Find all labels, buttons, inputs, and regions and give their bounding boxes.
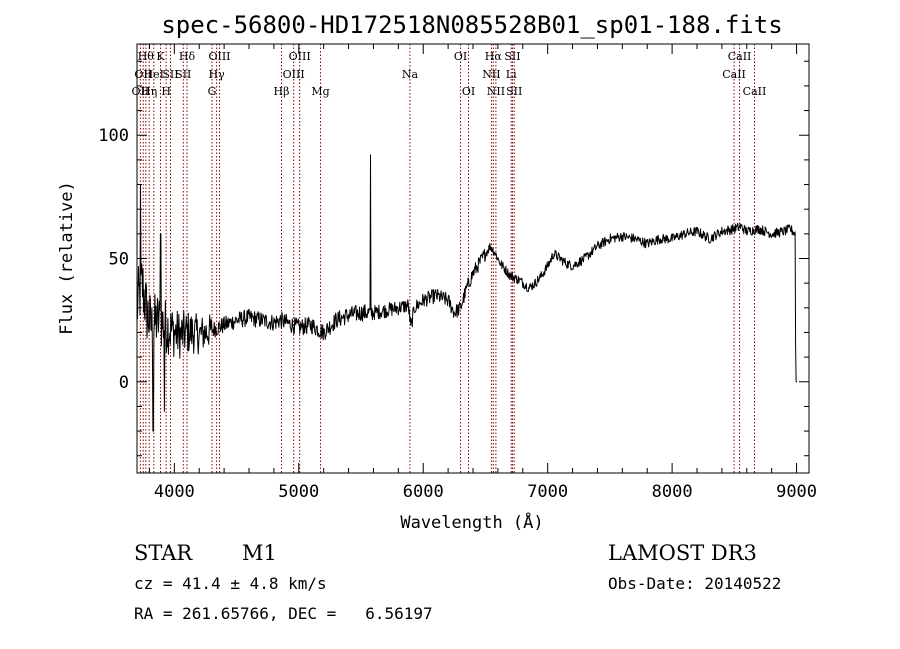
emission-label-11: Hγ bbox=[209, 68, 226, 81]
x-tick-label-8000: 8000 bbox=[652, 482, 693, 502]
emission-label-8: Hδ bbox=[179, 50, 196, 63]
emission-label-4: HeI bbox=[144, 68, 164, 81]
emission-label-23: Li bbox=[506, 68, 517, 81]
object-class: STAR bbox=[134, 541, 193, 565]
emission-label-9: SII bbox=[175, 68, 191, 81]
emission-label-5: K bbox=[156, 50, 165, 63]
emission-label-24: SII bbox=[504, 50, 520, 63]
emission-label-14: OIII bbox=[283, 68, 305, 81]
x-tick-label-4000: 4000 bbox=[154, 482, 195, 502]
x-axis-label: Wavelength (Å) bbox=[400, 511, 543, 533]
spectrum-line bbox=[136, 154, 798, 432]
emission-label-13: Hβ bbox=[274, 85, 290, 98]
emission-label-18: OI bbox=[454, 50, 467, 63]
emission-label-10: G bbox=[208, 85, 217, 98]
observation-date: Obs-Date: 20140522 bbox=[608, 574, 782, 593]
emission-label-20: NII bbox=[482, 68, 500, 81]
emission-line-markers bbox=[139, 44, 755, 473]
emission-label-6: H bbox=[161, 85, 171, 98]
emission-label-15: OIII bbox=[289, 50, 311, 63]
y-tick-label-0: 0 bbox=[119, 373, 129, 393]
y-tick-label-50: 50 bbox=[109, 250, 129, 270]
x-tick-label-7000: 7000 bbox=[527, 482, 568, 502]
emission-label-27: CaII bbox=[728, 50, 752, 63]
x-tick-label-6000: 6000 bbox=[403, 482, 444, 502]
emission-label-16: Mg bbox=[311, 85, 329, 98]
emission-label-7: SII bbox=[162, 68, 178, 81]
chart-title: spec-56800-HD172518N085528B01_sp01-188.f… bbox=[161, 11, 782, 39]
emission-label-17: Na bbox=[402, 68, 419, 81]
y-axis-ticks: 0 50 100 bbox=[98, 60, 809, 457]
coordinates: RA = 261.65766, DEC = 6.56197 bbox=[134, 604, 433, 623]
emission-label-2: Hθ bbox=[138, 50, 155, 63]
emission-label-3: Hη bbox=[141, 85, 157, 98]
plot-frame bbox=[136, 43, 810, 474]
y-axis-label: Flux (relative) bbox=[57, 181, 77, 335]
emission-label-25: SII bbox=[506, 85, 522, 98]
object-subclass: M1 bbox=[242, 541, 277, 565]
redshift-cz: cz = 41.4 ± 4.8 km/s bbox=[134, 574, 327, 593]
survey-name: LAMOST DR3 bbox=[608, 541, 757, 565]
x-tick-label-9000: 9000 bbox=[776, 482, 817, 502]
emission-label-26: CaII bbox=[722, 68, 746, 81]
y-tick-label-100: 100 bbox=[98, 126, 129, 146]
emission-label-12: OIII bbox=[208, 50, 230, 63]
emission-label-22: NII bbox=[487, 85, 505, 98]
emission-label-1: OII bbox=[134, 68, 152, 81]
emission-label-21: Hα bbox=[485, 50, 503, 63]
emission-label-28: CaII bbox=[743, 85, 767, 98]
emission-label-0: OII bbox=[132, 85, 150, 98]
x-axis-ticks: 4000 5000 6000 7000 8000 9000 bbox=[148, 44, 817, 502]
emission-line-labels: OIIOIIHθHηHeIKHSIIHδSIIGHγOIIIHβOIIIOIII… bbox=[132, 50, 767, 98]
x-tick-label-5000: 5000 bbox=[278, 482, 319, 502]
emission-label-19: OI bbox=[462, 85, 475, 98]
